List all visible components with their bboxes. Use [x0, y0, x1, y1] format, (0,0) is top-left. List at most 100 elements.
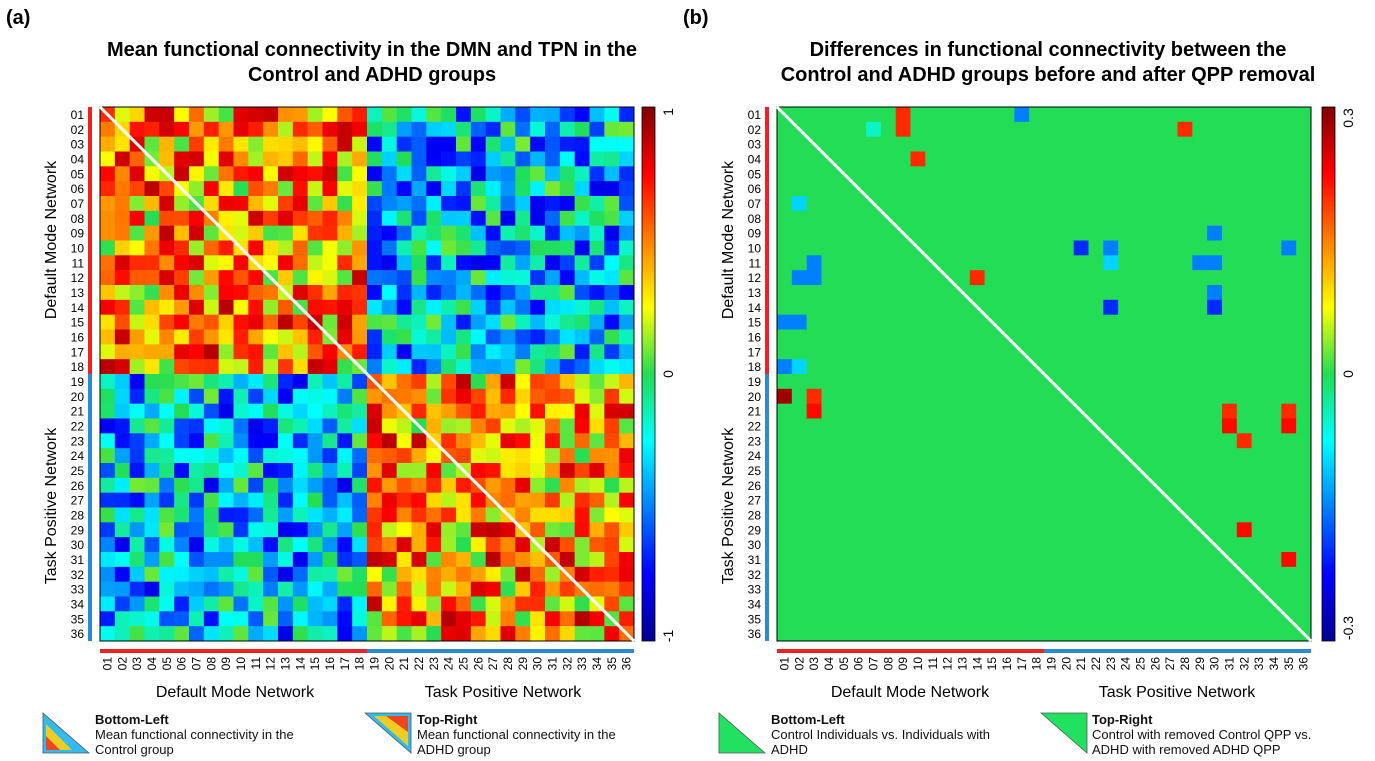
- heatmap-cell: [174, 344, 190, 360]
- heatmap-cell: [426, 463, 442, 479]
- heatmap-cell: [851, 374, 867, 390]
- heatmap-cell: [1266, 225, 1282, 241]
- heatmap-cell: [456, 359, 472, 375]
- x-tick-label: 32: [1237, 657, 1251, 671]
- heatmap-cell: [500, 611, 516, 627]
- heatmap-cell: [381, 522, 397, 538]
- heatmap-cell: [1118, 566, 1134, 582]
- heatmap-cell: [821, 418, 837, 434]
- heatmap-cell: [1177, 477, 1193, 493]
- heatmap-cell: [1162, 374, 1178, 390]
- heatmap-cell: [1207, 566, 1223, 582]
- x-tick-label: 22: [412, 657, 426, 671]
- heatmap-cell: [100, 314, 116, 330]
- heatmap-cell: [367, 448, 383, 464]
- heatmap-cell: [218, 107, 234, 123]
- heatmap-cell: [500, 418, 516, 434]
- heatmap-cell: [574, 522, 590, 538]
- heatmap-cell: [999, 136, 1015, 152]
- heatmap-cell: [999, 210, 1015, 226]
- y-tick-label: 35: [748, 612, 762, 626]
- heatmap-cell: [1103, 270, 1119, 286]
- heatmap-cell: [984, 344, 1000, 360]
- heatmap-cell: [1236, 121, 1252, 137]
- legend-desc: Control with removed Control QPP vs. ADH…: [1092, 727, 1312, 757]
- heatmap-cell: [1281, 374, 1297, 390]
- heatmap-cell: [218, 299, 234, 315]
- heatmap-cell: [470, 196, 486, 212]
- heatmap-cell: [1014, 196, 1030, 212]
- heatmap-cell: [880, 166, 896, 182]
- panel-a-label: (a): [6, 7, 30, 29]
- heatmap-cell: [337, 552, 353, 568]
- heatmap-cell: [174, 566, 190, 582]
- heatmap-cell: [144, 107, 160, 123]
- heatmap-cell: [1073, 374, 1089, 390]
- y-tick-label: 34: [748, 597, 762, 611]
- heatmap-cell: [1133, 433, 1149, 449]
- y-tick-label: 24: [71, 449, 85, 463]
- heatmap-cell: [1029, 136, 1045, 152]
- heatmap-cell: [411, 463, 427, 479]
- heatmap-cell: [174, 522, 190, 538]
- heatmap-cell: [806, 433, 822, 449]
- heatmap-cell: [1044, 240, 1060, 256]
- heatmap-cell: [248, 403, 264, 419]
- heatmap-cell: [441, 121, 457, 137]
- heatmap-cell: [925, 151, 941, 167]
- heatmap-cell: [114, 225, 130, 241]
- heatmap-cell: [500, 596, 516, 612]
- heatmap-cell: [292, 240, 308, 256]
- heatmap-cell: [530, 359, 546, 375]
- heatmap-cell: [1118, 463, 1134, 479]
- heatmap-cell: [100, 240, 116, 256]
- heatmap-cell: [203, 566, 219, 582]
- heatmap-cell: [910, 181, 926, 197]
- y-tick-label: 35: [71, 612, 85, 626]
- heatmap-cell: [129, 344, 145, 360]
- heatmap-cell: [1281, 403, 1297, 419]
- heatmap-cell: [263, 255, 279, 271]
- heatmap-cell: [485, 121, 501, 137]
- heatmap-cell: [910, 329, 926, 345]
- heatmap-cell: [1296, 477, 1312, 493]
- heatmap-cell: [1281, 121, 1297, 137]
- heatmap-cell: [441, 537, 457, 553]
- heatmap-cell: [604, 552, 620, 568]
- heatmap-cell: [174, 463, 190, 479]
- heatmap-cell: [485, 299, 501, 315]
- heatmap-cell: [880, 537, 896, 553]
- heatmap-cell: [1088, 121, 1104, 137]
- heatmap-cell: [500, 255, 516, 271]
- x-tick-label: 23: [1104, 657, 1118, 671]
- heatmap-cell: [1118, 136, 1134, 152]
- heatmap-cell: [1281, 596, 1297, 612]
- heatmap-cell: [278, 507, 294, 523]
- heatmap-cell: [880, 225, 896, 241]
- heatmap-cell: [955, 181, 971, 197]
- heatmap-cell: [189, 210, 205, 226]
- heatmap-cell: [470, 240, 486, 256]
- heatmap-cell: [174, 611, 190, 627]
- heatmap-cell: [426, 522, 442, 538]
- heatmap-cell: [411, 210, 427, 226]
- heatmap-cell: [880, 596, 896, 612]
- heatmap-cell: [1192, 507, 1208, 523]
- heatmap-cell: [174, 240, 190, 256]
- heatmap-cell: [1058, 477, 1074, 493]
- heatmap-cell: [955, 359, 971, 375]
- heatmap-cell: [396, 522, 412, 538]
- heatmap-cell: [233, 359, 249, 375]
- heatmap-cell: [485, 151, 501, 167]
- heatmap-cell: [1207, 596, 1223, 612]
- x-tick-label: 17: [338, 657, 352, 671]
- heatmap-cell: [545, 344, 561, 360]
- heatmap-cell: [836, 181, 852, 197]
- heatmap-cell: [263, 418, 279, 434]
- heatmap-cell: [381, 314, 397, 330]
- heatmap-cell: [1236, 507, 1252, 523]
- heatmap-cell: [352, 388, 368, 404]
- heatmap-cell: [129, 418, 145, 434]
- heatmap-cell: [1296, 374, 1312, 390]
- heatmap-cell: [1236, 225, 1252, 241]
